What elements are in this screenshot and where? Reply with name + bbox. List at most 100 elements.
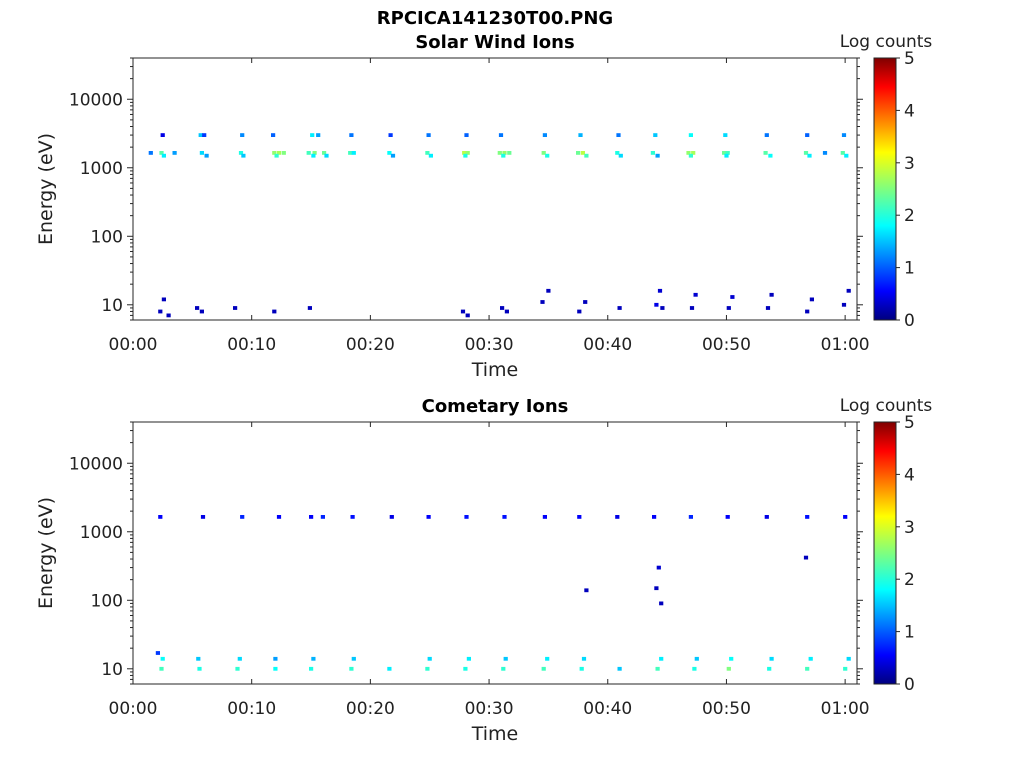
panel1-y-label: Energy (eV) (35, 133, 57, 245)
p1-cell (425, 151, 430, 155)
p1-cell (240, 133, 245, 137)
p1-cell (388, 133, 393, 137)
panel2-frame (132, 421, 858, 685)
p2-cell (808, 656, 813, 661)
p2-cell (541, 666, 546, 671)
p2-cell (843, 666, 848, 671)
p2-cell (389, 515, 394, 519)
p1-cell (546, 288, 551, 293)
p1-cell (238, 151, 244, 155)
p1-cell (195, 306, 200, 310)
p2-cell (688, 515, 693, 519)
p2-cell (764, 515, 769, 519)
p1-cell (725, 151, 730, 155)
p2-cell (350, 515, 355, 519)
panel-cometary: Cometary Ions 00:00 00:10 00:20 00:30 00:40 0… (35, 396, 932, 745)
p1-cell (199, 151, 204, 155)
p2-cell (237, 656, 242, 661)
p2-cell (659, 656, 664, 661)
panel2-title: Cometary Ions (422, 396, 569, 417)
p1-cell (390, 153, 396, 158)
p1-cell (660, 306, 665, 310)
p2-cell (501, 666, 506, 671)
panel2-y-label: Energy (eV) (35, 497, 57, 609)
p2-cell (273, 666, 278, 671)
p2-cell (652, 515, 657, 519)
p2-x-tick-label: 00:20 (346, 699, 395, 719)
p1-colorbar-tick-label: 0 (904, 311, 915, 331)
p1-cell (807, 153, 812, 158)
p1-x-tick-label: 00:00 (109, 335, 158, 355)
p2-cell (843, 515, 848, 519)
p1-cell (310, 133, 315, 137)
p1-cell (844, 153, 849, 158)
p1-cell (202, 133, 207, 137)
p1-cell (233, 306, 238, 310)
p1-cell (653, 133, 658, 137)
p2-cell (725, 515, 730, 519)
p1-cell (655, 153, 660, 158)
p1-cell (578, 133, 583, 137)
p1-cell (322, 151, 327, 155)
p1-cell (172, 151, 177, 155)
p2-cell (160, 656, 165, 661)
p1-cell (541, 151, 546, 155)
p2-cell (197, 666, 202, 671)
p1-cell (841, 302, 847, 307)
p1-cell (650, 151, 655, 155)
p2-cell (545, 656, 550, 661)
p2-cell (235, 666, 240, 671)
p2-colorbar-tick-label: 4 (904, 465, 915, 485)
p1-cell (768, 153, 773, 158)
p2-cell (503, 656, 508, 661)
p1-cell (693, 292, 698, 297)
p1-cell (577, 309, 582, 314)
p2-cell (276, 515, 282, 519)
p1-cell (498, 133, 504, 137)
p2-colorbar-tick-label: 0 (904, 675, 915, 695)
p2-colorbar-tick-label: 2 (904, 570, 915, 590)
p2-cell (767, 666, 772, 671)
panel1-y-ticks: 10 100 1000 10000 (69, 57, 863, 321)
p2-x-tick-label: 00:10 (227, 699, 276, 719)
p1-x-tick-label: 00:40 (583, 335, 632, 355)
p2-x-tick-label: 00:00 (109, 699, 158, 719)
p2-cell (579, 666, 584, 671)
p1-colorbar-tick-label: 4 (904, 101, 915, 121)
p1-cell (805, 309, 810, 314)
p1-cell (426, 133, 431, 137)
p1-cell (502, 151, 507, 155)
panel1-x-ticks: 00:00 00:10 00:20 00:30 00:40 00:50 01:00 (109, 58, 870, 355)
p1-cell (241, 153, 246, 158)
panel2-x-label: Time (471, 723, 519, 745)
p2-cell (577, 515, 582, 519)
p1-x-tick-label: 00:30 (465, 335, 514, 355)
p1-cell (465, 151, 470, 155)
p2-cell (617, 666, 622, 671)
p2-cell (729, 656, 734, 661)
p2-cell (273, 656, 278, 661)
panel2-heatmap-cells (155, 515, 851, 671)
p1-cell (841, 133, 847, 137)
panel1-colorbar (873, 57, 897, 321)
p2-cell (464, 515, 469, 519)
p1-cell (463, 153, 468, 158)
p1-cell (316, 133, 321, 137)
p2-y-tick-label: 100 (91, 591, 123, 611)
p1-cell (724, 153, 729, 158)
p2-cell (726, 666, 731, 671)
p1-cell (763, 151, 768, 155)
panel2-x-ticks: 00:00 00:10 00:20 00:30 00:40 00:50 01:00 (109, 422, 870, 719)
p2-cell (309, 515, 314, 519)
panel2-colorbar-ticks: 0 1 2 3 4 5 (896, 413, 915, 695)
p1-cell (274, 153, 279, 158)
p2-colorbar-tick-label: 5 (904, 413, 915, 433)
p2-cell (615, 515, 620, 519)
p1-cell (500, 306, 505, 310)
p2-cell (463, 666, 468, 671)
p2-y-tick-label: 10000 (69, 454, 123, 474)
p1-cell (497, 151, 502, 155)
p1-x-tick-label: 00:10 (227, 335, 276, 355)
p2-cell (426, 515, 431, 519)
